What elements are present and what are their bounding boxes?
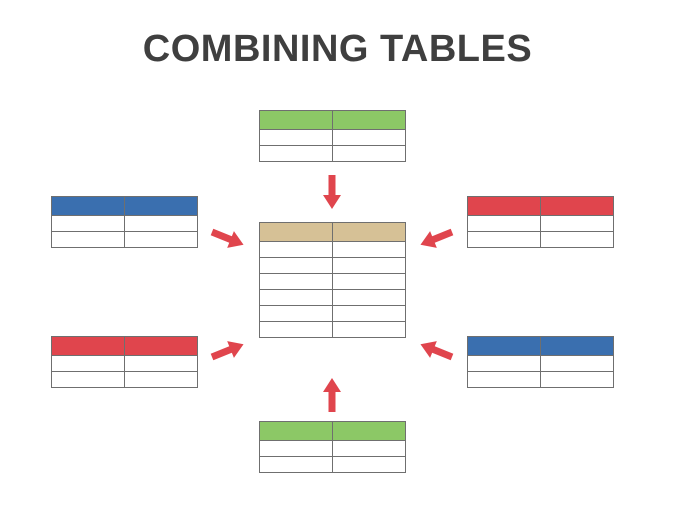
table-row — [259, 456, 406, 473]
table-row — [259, 321, 406, 338]
table-left-blue — [51, 196, 198, 248]
table-cell — [124, 371, 198, 388]
table-row — [467, 371, 614, 388]
table-top-green — [259, 110, 406, 162]
table-bottom-green — [259, 421, 406, 473]
arrow-from-top-icon — [323, 175, 341, 209]
table-row — [51, 231, 198, 248]
table-header-cell — [540, 196, 614, 216]
table-header-cell — [51, 196, 125, 216]
table-cell — [332, 456, 406, 473]
arrow-from-left-top-icon — [210, 228, 244, 248]
table-header-row — [51, 196, 198, 216]
table-header-row — [259, 222, 406, 242]
table-row — [467, 231, 614, 248]
table-header-cell — [51, 336, 125, 356]
table-row — [259, 145, 406, 162]
arrow-from-right-top-icon — [420, 228, 454, 248]
table-row — [467, 355, 614, 372]
table-header-cell — [332, 222, 406, 242]
table-row — [467, 215, 614, 232]
table-center-combined — [259, 222, 406, 338]
table-header-cell — [259, 421, 333, 441]
table-header-cell — [124, 196, 198, 216]
table-header-row — [467, 196, 614, 216]
arrow-from-bottom-icon — [323, 378, 341, 412]
arrow-from-left-bottom-icon — [210, 341, 244, 361]
table-cell — [540, 371, 614, 388]
table-header-cell — [259, 222, 333, 242]
table-header-cell — [467, 336, 541, 356]
table-cell — [332, 145, 406, 162]
table-header-row — [259, 421, 406, 441]
table-cell — [124, 231, 198, 248]
table-cell — [332, 321, 406, 338]
table-right-red — [467, 196, 614, 248]
table-row — [51, 215, 198, 232]
table-cell — [540, 231, 614, 248]
diagram-title: COMBINING TABLES — [142, 28, 533, 70]
arrow-from-right-bottom-icon — [420, 341, 454, 361]
table-left-red — [51, 336, 198, 388]
table-right-blue — [467, 336, 614, 388]
table-row — [51, 371, 198, 388]
